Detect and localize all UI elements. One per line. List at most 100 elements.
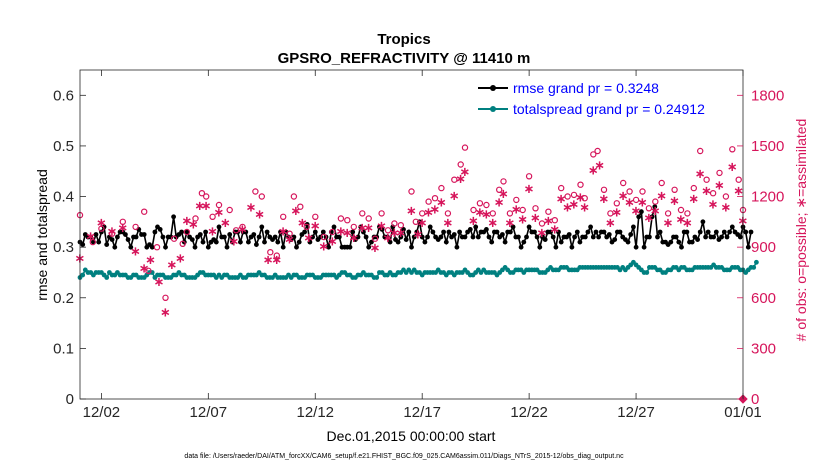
obs-possible-point — [620, 179, 627, 187]
rmse-point — [521, 239, 527, 245]
obs-possible-point — [461, 144, 469, 151]
rmse-point — [508, 229, 513, 235]
y-left-tick-label: 0.3 — [53, 239, 74, 256]
obs-assimilated-point: ∗ — [85, 229, 96, 244]
x-axis-label: Dec.01,2015 00:00:00 start — [327, 428, 496, 444]
rmse-point — [737, 234, 743, 240]
obs-assimilated-point: ∗ — [430, 202, 441, 217]
rmse-point — [278, 229, 283, 235]
rmse-point — [189, 237, 195, 243]
rmse-point — [230, 239, 235, 245]
rmse-point — [358, 224, 364, 230]
obs-possible-point — [412, 218, 419, 225]
obs-possible-point — [108, 230, 116, 237]
x-tick-label: 12/12 — [296, 404, 334, 421]
obs-possible-point — [607, 210, 614, 217]
obs-possible-point — [365, 215, 372, 222]
obs-possible-point — [350, 223, 357, 231]
rmse-point — [115, 234, 120, 240]
y-left-tick-label: 0 — [66, 391, 74, 408]
obs-assimilated-point: ∗ — [663, 216, 674, 231]
rmse-point — [705, 229, 711, 235]
obs-possible-point — [162, 294, 169, 301]
y-right-tick-label: 1800 — [751, 87, 784, 104]
obs-possible-point — [545, 208, 552, 215]
obs-possible-point — [716, 169, 723, 177]
y-right-tick-label: 900 — [751, 239, 776, 256]
obs-possible-point — [470, 206, 477, 214]
rmse-point — [401, 227, 406, 232]
rmse-point — [590, 234, 596, 240]
rmse-point — [419, 234, 425, 240]
rmse-point — [133, 234, 139, 240]
rmse-point — [409, 244, 414, 250]
totalspread-point — [374, 275, 380, 280]
rmse-point — [197, 232, 203, 237]
obs-assimilated-point: ∗ — [549, 223, 560, 238]
obs-assimilated-point: ∗ — [455, 172, 466, 187]
obs-possible-point — [337, 215, 345, 222]
obs-possible-point — [384, 227, 392, 234]
rmse-point — [200, 239, 206, 245]
obs-assimilated-point: ∗ — [637, 196, 648, 211]
obs-possible-point — [476, 200, 484, 207]
rmse-point — [160, 234, 166, 240]
obs-assimilated-point: ∗ — [631, 204, 642, 219]
obs-possible-point — [690, 184, 698, 192]
rmse-point — [526, 224, 532, 230]
rmse-point — [548, 229, 553, 235]
rmse-point — [395, 239, 401, 245]
rmse-point — [385, 234, 390, 240]
rmse-point — [280, 244, 286, 250]
obs-assimilated-point: ∗ — [511, 202, 522, 217]
rmse-point — [489, 239, 495, 245]
rmse-point — [556, 229, 561, 235]
obs-assimilated-point: ∗ — [96, 216, 107, 231]
rmse-point — [743, 229, 749, 235]
rmse-point — [243, 229, 249, 235]
rmse-point — [713, 229, 719, 235]
rmse-point — [171, 214, 177, 220]
rmse-point — [163, 244, 168, 250]
obs-assimilated-point: ∗ — [436, 196, 447, 211]
obs-assimilated-point: ∗ — [220, 216, 231, 231]
obs-possible-point — [645, 205, 653, 212]
obs-assimilated-point: ∗ — [656, 189, 667, 204]
rmse-point — [673, 234, 679, 240]
rmse-point — [96, 239, 102, 245]
rmse-point — [711, 234, 716, 240]
rmse-point — [553, 244, 559, 250]
rmse-point — [104, 242, 110, 248]
obs-assimilated-point: ∗ — [303, 231, 314, 246]
rmse-point — [454, 244, 460, 250]
rmse-point — [451, 232, 457, 237]
obs-possible-point — [431, 194, 439, 202]
obs-assimilated-point: ∗ — [335, 224, 346, 239]
y-left-tick-label: 0.4 — [53, 189, 74, 206]
obs-assimilated-point: ∗ — [342, 226, 353, 241]
obs-assimilated-point: ∗ — [498, 187, 509, 202]
obs-possible-point — [451, 176, 458, 183]
y-right-tick-label: 1500 — [751, 138, 784, 155]
rmse-point — [366, 244, 372, 250]
obs-assimilated-point: ∗ — [530, 211, 541, 226]
obs-possible-point — [558, 184, 565, 192]
rmse-point — [80, 242, 86, 248]
obs-assimilated-point: ∗ — [181, 214, 192, 229]
rmse-point — [227, 232, 233, 237]
obs-assimilated-point: ∗ — [310, 219, 321, 234]
obs-assimilated-point: ∗ — [188, 218, 199, 233]
y-axis-left-label: rmse and totalspread — [34, 169, 50, 301]
rmse-point — [254, 242, 259, 248]
obs-possible-point — [273, 252, 280, 259]
totalspread-point — [644, 270, 650, 275]
obs-possible-point — [483, 201, 490, 209]
rmse-point — [179, 229, 185, 235]
obs-assimilated-point: ∗ — [318, 240, 329, 255]
rmse-point — [414, 229, 420, 235]
x-tick-label: 12/07 — [190, 404, 228, 421]
rmse-point — [438, 234, 444, 240]
rmse-point — [473, 224, 479, 230]
rmse-point — [534, 234, 540, 240]
obs-possible-point — [280, 213, 287, 220]
